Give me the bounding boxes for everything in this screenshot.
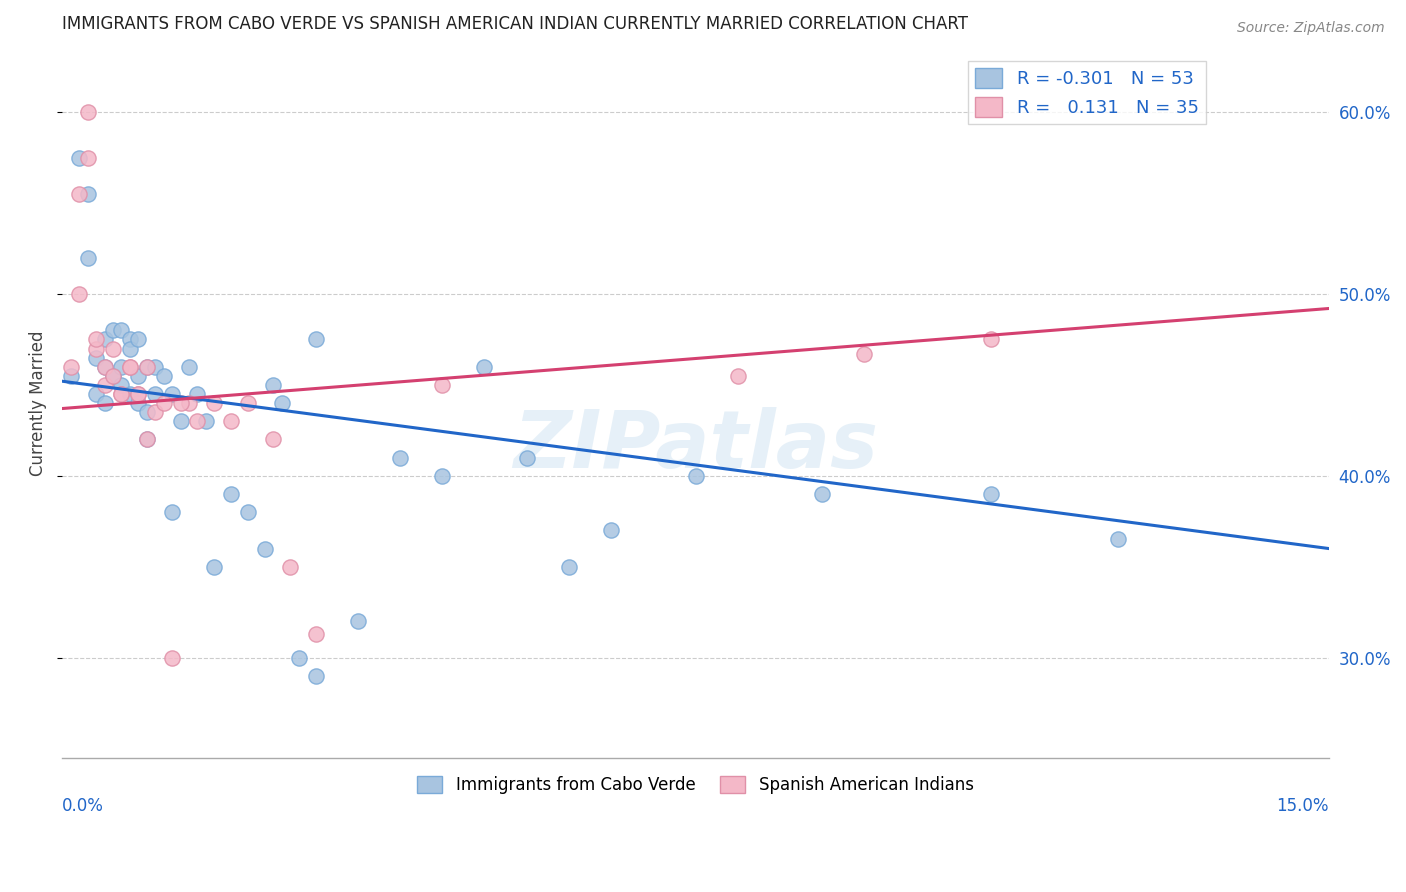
Point bbox=[980, 333, 1002, 347]
Point bbox=[76, 151, 98, 165]
Point bbox=[177, 359, 200, 374]
Point bbox=[118, 387, 141, 401]
Point bbox=[270, 396, 292, 410]
Point bbox=[727, 368, 749, 383]
Point bbox=[262, 433, 284, 447]
Point bbox=[143, 405, 166, 419]
Point bbox=[600, 524, 623, 538]
Point bbox=[76, 186, 98, 201]
Point bbox=[84, 333, 107, 347]
Point bbox=[236, 505, 259, 519]
Point bbox=[278, 559, 301, 574]
Point bbox=[84, 351, 107, 365]
Point bbox=[93, 377, 115, 392]
Point bbox=[186, 387, 208, 401]
Point bbox=[152, 396, 174, 410]
Point bbox=[93, 333, 115, 347]
Point bbox=[558, 559, 581, 574]
Point bbox=[135, 405, 157, 419]
Point bbox=[169, 396, 191, 410]
Point bbox=[432, 377, 454, 392]
Point bbox=[152, 368, 174, 383]
Point bbox=[101, 342, 124, 356]
Text: 0.0%: 0.0% bbox=[62, 797, 104, 814]
Point bbox=[143, 359, 166, 374]
Point bbox=[135, 359, 157, 374]
Point bbox=[202, 396, 225, 410]
Point bbox=[186, 414, 208, 428]
Point bbox=[110, 377, 132, 392]
Point bbox=[474, 359, 496, 374]
Point bbox=[127, 333, 149, 347]
Point bbox=[432, 468, 454, 483]
Point bbox=[194, 414, 217, 428]
Point bbox=[262, 377, 284, 392]
Point bbox=[389, 450, 412, 465]
Point bbox=[219, 414, 242, 428]
Point bbox=[118, 342, 141, 356]
Point bbox=[127, 387, 149, 401]
Point bbox=[127, 396, 149, 410]
Point bbox=[84, 387, 107, 401]
Point bbox=[287, 650, 309, 665]
Point bbox=[101, 368, 124, 383]
Text: IMMIGRANTS FROM CABO VERDE VS SPANISH AMERICAN INDIAN CURRENTLY MARRIED CORRELAT: IMMIGRANTS FROM CABO VERDE VS SPANISH AM… bbox=[62, 15, 969, 33]
Point bbox=[811, 487, 834, 501]
Point bbox=[101, 368, 124, 383]
Point bbox=[236, 396, 259, 410]
Point bbox=[143, 387, 166, 401]
Point bbox=[101, 368, 124, 383]
Point bbox=[118, 359, 141, 374]
Point bbox=[101, 323, 124, 337]
Point bbox=[118, 333, 141, 347]
Point bbox=[160, 387, 183, 401]
Point bbox=[516, 450, 538, 465]
Point bbox=[304, 669, 326, 683]
Point bbox=[67, 287, 90, 301]
Point bbox=[118, 359, 141, 374]
Text: ZIPatlas: ZIPatlas bbox=[513, 407, 879, 484]
Point bbox=[853, 347, 876, 361]
Point bbox=[347, 615, 370, 629]
Point bbox=[304, 333, 326, 347]
Point bbox=[219, 487, 242, 501]
Point bbox=[76, 251, 98, 265]
Point bbox=[1107, 533, 1129, 547]
Point bbox=[127, 368, 149, 383]
Point bbox=[685, 468, 707, 483]
Point bbox=[135, 433, 157, 447]
Point bbox=[59, 359, 82, 374]
Legend: R = -0.301   N = 53, R =   0.131   N = 35: R = -0.301 N = 53, R = 0.131 N = 35 bbox=[967, 61, 1206, 124]
Point bbox=[304, 627, 326, 641]
Point bbox=[67, 186, 90, 201]
Point bbox=[253, 541, 276, 556]
Point bbox=[135, 433, 157, 447]
Point bbox=[76, 105, 98, 120]
Point bbox=[980, 487, 1002, 501]
Point bbox=[110, 323, 132, 337]
Text: 15.0%: 15.0% bbox=[1277, 797, 1329, 814]
Point bbox=[135, 359, 157, 374]
Point bbox=[59, 368, 82, 383]
Point bbox=[84, 342, 107, 356]
Point bbox=[127, 387, 149, 401]
Point bbox=[202, 559, 225, 574]
Point bbox=[160, 505, 183, 519]
Point bbox=[93, 359, 115, 374]
Point bbox=[110, 387, 132, 401]
Point bbox=[177, 396, 200, 410]
Point bbox=[93, 396, 115, 410]
Point bbox=[110, 387, 132, 401]
Point bbox=[93, 359, 115, 374]
Point bbox=[160, 650, 183, 665]
Point bbox=[67, 151, 90, 165]
Point bbox=[169, 414, 191, 428]
Point bbox=[110, 359, 132, 374]
Y-axis label: Currently Married: Currently Married bbox=[30, 330, 46, 475]
Text: Source: ZipAtlas.com: Source: ZipAtlas.com bbox=[1237, 21, 1385, 35]
